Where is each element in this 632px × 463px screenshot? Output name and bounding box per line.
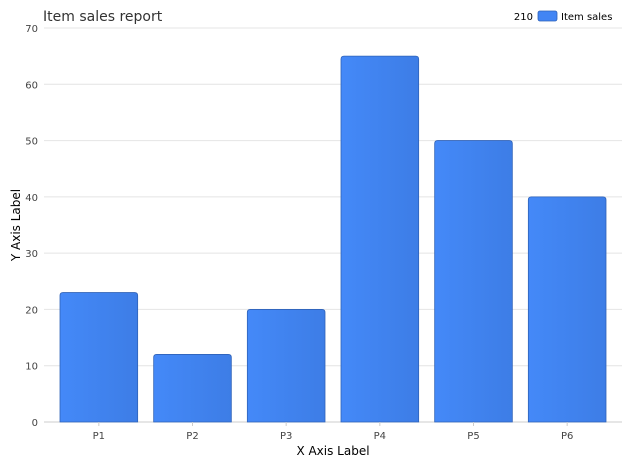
x-tick-label: P3 [280,431,292,442]
y-tick-label: 0 [32,418,38,429]
legend[interactable]: 210 Item sales [514,10,613,23]
bar-P4[interactable] [340,55,420,423]
x-tick-label: P1 [93,431,105,442]
bar-P6[interactable] [527,196,607,423]
y-tick-label: 70 [25,24,38,35]
y-tick-label: 50 [25,137,38,148]
chart-title: Item sales report [43,9,163,25]
x-tick-label: P2 [186,431,198,442]
y-tick-label: 10 [25,362,38,373]
bar-P1[interactable] [59,292,139,423]
y-tick-label: 20 [25,305,38,316]
x-tick-label: P5 [467,431,479,442]
legend-label: Item sales [561,12,612,23]
bar-P5[interactable] [434,140,513,423]
y-tick-label: 60 [25,80,38,91]
x-tick-label: P4 [374,431,386,442]
bar-P2[interactable] [153,354,232,423]
legend-swatch [537,10,558,22]
y-tick-label: 40 [25,193,38,204]
y-axis-label: Y Axis Label [9,189,23,262]
legend-total: 210 [514,12,533,23]
x-tick-label: P6 [561,431,573,442]
bar-P3[interactable] [246,309,326,423]
y-tick-label: 30 [25,249,38,260]
x-axis-label: X Axis Label [296,444,369,458]
